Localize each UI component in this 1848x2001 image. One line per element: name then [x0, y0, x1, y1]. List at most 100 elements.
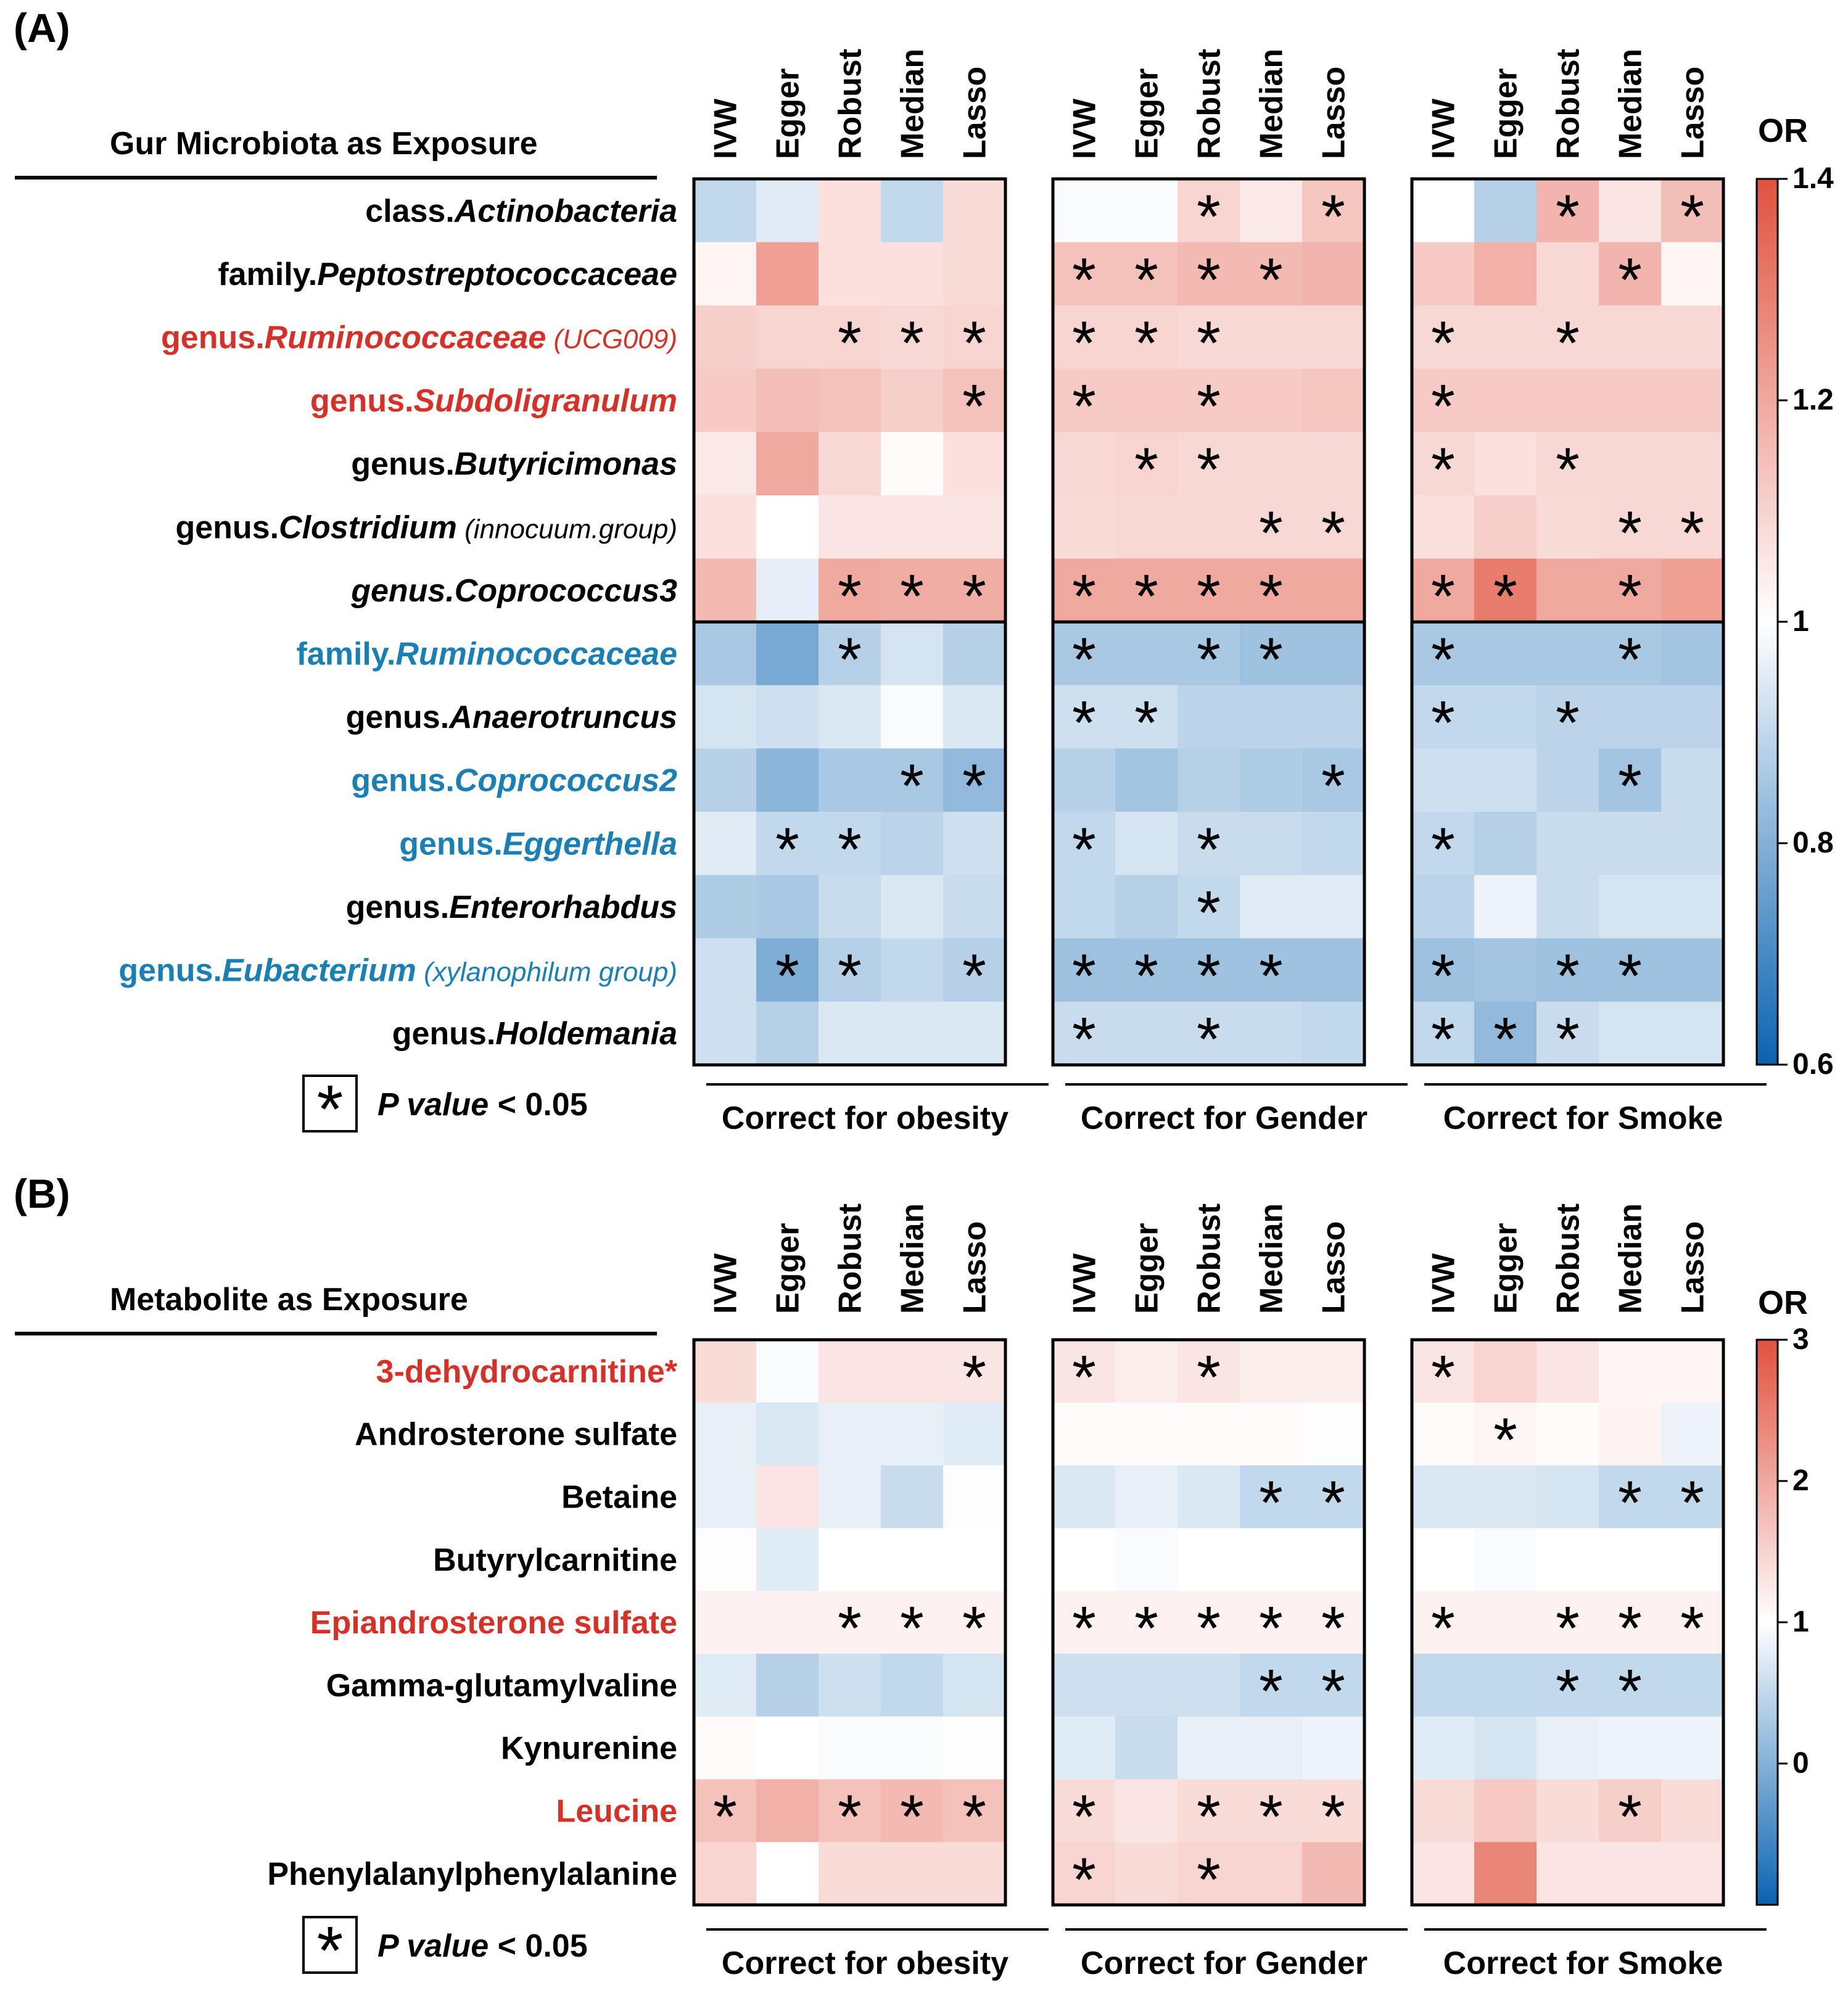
heatmap-cell	[1537, 242, 1599, 306]
heatmap-cell	[1661, 305, 1724, 369]
heatmap-cell	[1474, 432, 1537, 496]
significance-star: *	[1321, 1594, 1345, 1663]
heatmap-cell	[1661, 1001, 1724, 1065]
heatmap-cell	[1240, 812, 1303, 876]
heatmap-cell	[1661, 495, 1724, 559]
significance-star: *	[1259, 498, 1283, 567]
heatmap-cell	[881, 1340, 944, 1403]
heatmap-cell	[1178, 812, 1240, 876]
row-label-name: Eggerthella	[503, 826, 677, 862]
heatmap-cell	[1240, 685, 1303, 749]
heatmap-cell	[1537, 432, 1599, 496]
heatmap-cell	[1412, 1402, 1475, 1466]
heatmap-cell	[943, 432, 1006, 496]
significance-star: *	[1134, 688, 1158, 757]
heatmap-cell	[819, 685, 881, 749]
heatmap-cell	[1537, 748, 1599, 812]
heatmap-cell	[756, 558, 819, 622]
colorbar-b-title: OR	[1758, 1284, 1808, 1321]
heatmap-cell	[1599, 558, 1662, 622]
heatmap-cell	[1661, 938, 1724, 1002]
row-label-note: (UCG009)	[546, 324, 677, 355]
heatmap-cell	[1302, 1528, 1365, 1591]
heatmap-cell	[1474, 1716, 1537, 1780]
heatmap-cell	[1412, 685, 1475, 749]
heatmap-cell	[1661, 1779, 1724, 1842]
heatmap-cell	[1474, 305, 1537, 369]
heatmap-cell	[1661, 1528, 1724, 1591]
heatmap-cell	[1661, 368, 1724, 432]
significance-star: *	[1493, 1406, 1517, 1475]
legend-box	[302, 1916, 358, 1974]
colorbar-a-ticks: 1.4 1.2 1 0.8 0.6	[1778, 162, 1834, 1081]
heatmap-cell	[943, 938, 1006, 1002]
heatmap-cell	[1053, 1591, 1116, 1654]
significance-star: *	[962, 942, 986, 1011]
heatmap-cell	[1115, 1654, 1178, 1717]
heatmap-cell	[881, 1001, 944, 1065]
significance-star: *	[775, 942, 799, 1011]
colorbar-b-ticks: 3 2 1 0	[1778, 1323, 1809, 1780]
heatmap-cell	[1115, 812, 1178, 876]
row-label: genus.Eggerthella	[399, 826, 677, 862]
significance-star: *	[1680, 498, 1704, 567]
heatmap-cell	[756, 938, 819, 1002]
row-label: family.Ruminococcaceae	[296, 637, 677, 672]
heatmap-cell	[819, 1528, 881, 1591]
method-label: IVW	[1067, 98, 1103, 159]
heatmap-cell	[1240, 1340, 1303, 1403]
significance-star: *	[1072, 562, 1096, 631]
heatmap-cell	[943, 242, 1006, 306]
method-label: Median	[1613, 1203, 1649, 1314]
heatmap-cell	[694, 1528, 757, 1591]
significance-star: *	[900, 562, 924, 631]
heatmap-cell	[694, 685, 757, 749]
row-label-name: Epiandrosterone sulfate	[310, 1605, 677, 1641]
heatmap-cell	[1474, 368, 1537, 432]
heatmap-cell	[694, 432, 757, 496]
heatmap-cell	[1178, 305, 1240, 369]
heatmap-cell	[1053, 748, 1116, 812]
heatmap-cell	[1178, 622, 1240, 686]
method-label: Robust	[833, 1203, 868, 1314]
row-label: Butyrylcarnitine	[433, 1542, 677, 1578]
row-label-name: Peptostreptococcaceae	[317, 257, 677, 292]
heatmap-cell	[1302, 1465, 1365, 1529]
heatmap-cell	[1115, 1465, 1178, 1529]
heatmap-cell	[1240, 242, 1303, 306]
significance-star: *	[1197, 815, 1221, 884]
significance-star: *	[1259, 1469, 1283, 1538]
heatmap-cell	[1240, 1654, 1303, 1717]
row-label: Gamma-glutamylvaline	[326, 1668, 677, 1704]
heatmap-cell	[1412, 1465, 1475, 1529]
row-label-name: Holdemania	[495, 1016, 677, 1052]
significance-star: *	[775, 815, 799, 884]
row-label: genus.Eubacterium (xylanophilum group)	[118, 953, 677, 989]
heatmap-cell	[1053, 1001, 1116, 1065]
heatmap-cell	[1537, 558, 1599, 622]
group-label: Correct for obesity	[722, 1100, 1009, 1136]
legend-star: *	[317, 1913, 344, 1989]
heatmap-cell	[694, 1001, 757, 1065]
heatmap-cell	[1412, 495, 1475, 559]
cbar-b-tick-label: 1	[1792, 1606, 1809, 1638]
heatmap-cell	[943, 305, 1006, 369]
colorbar-a-title: OR	[1758, 112, 1808, 149]
significance-star: *	[838, 942, 862, 1011]
significance-star: *	[1321, 1469, 1345, 1538]
significance-star: *	[838, 625, 862, 695]
heatmap-cell	[1412, 812, 1475, 876]
heatmap-cell	[1115, 875, 1178, 939]
heatmap-cell	[1302, 1340, 1365, 1403]
heatmap-cell	[1599, 1402, 1662, 1466]
row-label-name: Phenylalanylphenylalanine	[267, 1856, 677, 1892]
heatmap-cell	[1240, 1842, 1303, 1905]
method-label: Egger	[1129, 1223, 1165, 1314]
heatmap-cell	[1178, 1340, 1240, 1403]
heatmap-cell	[1412, 558, 1475, 622]
heatmap-cell	[694, 748, 757, 812]
row-label-name: Eubacterium	[222, 953, 416, 989]
heatmap-cell	[1115, 1842, 1178, 1905]
significance-star: *	[1431, 562, 1455, 631]
